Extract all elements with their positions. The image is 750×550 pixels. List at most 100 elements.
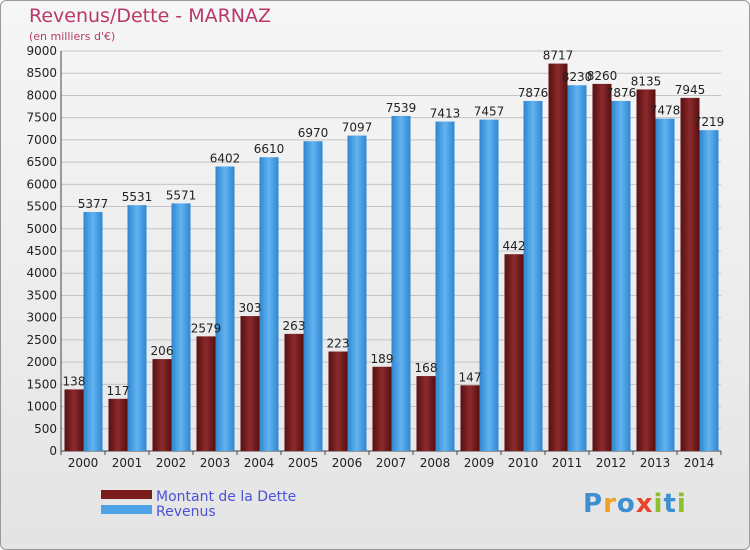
debt-value-label: 8717 bbox=[543, 49, 574, 63]
x-tick-label: 2003 bbox=[200, 456, 231, 470]
debt-bar bbox=[504, 254, 524, 451]
bars bbox=[64, 63, 719, 452]
y-tick-label: 500 bbox=[34, 422, 57, 436]
y-tick-label: 1500 bbox=[26, 377, 57, 391]
revenue-bar bbox=[171, 203, 191, 451]
legend-label-debt: Montant de la Dette bbox=[156, 489, 296, 505]
legend-swatch-debt bbox=[101, 490, 152, 499]
revenue-value-label: 5377 bbox=[78, 197, 109, 211]
revenue-bar bbox=[391, 115, 411, 451]
x-tick-label: 2006 bbox=[332, 456, 363, 470]
revenue-value-label: 7457 bbox=[474, 105, 505, 119]
revenue-bar bbox=[259, 157, 279, 451]
revenue-bar bbox=[567, 85, 587, 451]
debt-value-label: 206 bbox=[151, 344, 174, 358]
x-tick-label: 2001 bbox=[112, 456, 143, 470]
x-tick-label: 2002 bbox=[156, 456, 187, 470]
revenue-bar bbox=[435, 121, 455, 452]
y-tick-label: 8000 bbox=[26, 88, 57, 102]
debt-bar bbox=[416, 376, 436, 451]
x-tick-label: 2013 bbox=[640, 456, 671, 470]
revenue-bar bbox=[215, 166, 235, 451]
revenue-value-label: 8230 bbox=[562, 70, 593, 84]
debt-value-label: 8260 bbox=[587, 69, 618, 83]
revenue-value-label: 7876 bbox=[606, 86, 637, 100]
debt-value-label: 189 bbox=[371, 352, 394, 366]
revenue-bar bbox=[83, 212, 103, 451]
y-tick-label: 9000 bbox=[26, 44, 57, 58]
debt-value-label: 138 bbox=[63, 374, 86, 388]
legend-swatch-revenue bbox=[101, 505, 152, 514]
y-tick-label: 2500 bbox=[26, 333, 57, 347]
debt-bar bbox=[240, 316, 260, 451]
debt-bar bbox=[328, 351, 348, 451]
chart-subtitle: (en milliers d'€) bbox=[29, 30, 116, 43]
debt-bar bbox=[284, 333, 304, 451]
y-tick-label: 3500 bbox=[26, 288, 57, 302]
debt-bar bbox=[680, 97, 700, 451]
debt-bar bbox=[460, 385, 480, 451]
revenue-value-label: 7539 bbox=[386, 101, 417, 115]
debt-bar bbox=[64, 389, 84, 451]
revenue-value-label: 7478 bbox=[650, 104, 681, 118]
axes: 0 500 1000 1500 2000 2500 3000 3500 4000 4500 5000… bbox=[26, 44, 722, 470]
debt-value-label: 263 bbox=[283, 319, 306, 333]
revenue-bar bbox=[479, 119, 499, 452]
x-tick-label: 2011 bbox=[552, 456, 583, 470]
revenue-bar bbox=[303, 141, 323, 451]
debt-bar bbox=[152, 359, 172, 451]
y-tick-label: 7500 bbox=[26, 111, 57, 125]
x-tick-label: 2014 bbox=[684, 456, 715, 470]
legend-label-revenue: Revenus bbox=[156, 504, 216, 520]
revenue-value-label: 7413 bbox=[430, 107, 461, 121]
revenue-bar bbox=[699, 130, 719, 451]
debt-value-label: 442 bbox=[503, 239, 526, 253]
x-tick-label: 2005 bbox=[288, 456, 319, 470]
debt-bar bbox=[636, 89, 656, 451]
x-tick-label: 2012 bbox=[596, 456, 627, 470]
y-tick-label: 6000 bbox=[26, 177, 57, 191]
y-tick-label: 5000 bbox=[26, 222, 57, 236]
revenue-value-label: 7219 bbox=[694, 115, 725, 129]
revenue-value-label: 6402 bbox=[210, 151, 241, 165]
y-tick-label: 4000 bbox=[26, 266, 57, 280]
chart-title: Revenus/Dette - MARNAZ bbox=[29, 5, 272, 27]
x-tick-label: 2000 bbox=[68, 456, 99, 470]
revenue-value-label: 6970 bbox=[298, 126, 329, 140]
revenue-bar bbox=[347, 135, 367, 452]
y-tick-label: 3000 bbox=[26, 311, 57, 325]
debt-bar bbox=[196, 336, 216, 451]
y-tick-label: 5500 bbox=[26, 200, 57, 214]
proxiti-logo: Proxiti bbox=[583, 489, 687, 519]
x-tick-label: 2007 bbox=[376, 456, 407, 470]
x-tick-label: 2009 bbox=[464, 456, 495, 470]
revenue-bar bbox=[655, 118, 675, 452]
debt-value-label: 223 bbox=[327, 337, 350, 351]
debt-value-label: 117 bbox=[107, 384, 130, 398]
revenue-value-label: 6610 bbox=[254, 142, 285, 156]
revenue-value-label: 5571 bbox=[166, 188, 197, 202]
y-tick-label: 2000 bbox=[26, 355, 57, 369]
y-tick-label: 4500 bbox=[26, 244, 57, 258]
debt-value-label: 147 bbox=[459, 370, 482, 384]
revenue-bar bbox=[127, 205, 147, 451]
debt-value-label: 8135 bbox=[631, 74, 662, 88]
x-tick-label: 2004 bbox=[244, 456, 275, 470]
y-tick-label: 8500 bbox=[26, 66, 57, 80]
revenue-bar bbox=[523, 100, 543, 451]
debt-value-label: 303 bbox=[239, 301, 262, 315]
debt-bar bbox=[592, 83, 612, 451]
revenue-value-label: 5531 bbox=[122, 190, 153, 204]
debt-value-label: 168 bbox=[415, 361, 438, 375]
data-labels: 138 5377 117 5531 206 5571 2579 6402 303 6610 263 6… bbox=[63, 49, 725, 398]
debt-value-label: 2579 bbox=[191, 321, 222, 335]
x-tick-label: 2010 bbox=[508, 456, 539, 470]
x-tick-label: 2008 bbox=[420, 456, 451, 470]
revenue-bar bbox=[611, 100, 631, 451]
y-tick-label: 7000 bbox=[26, 133, 57, 147]
debt-bar bbox=[548, 63, 568, 451]
debt-value-label: 7945 bbox=[675, 83, 706, 97]
